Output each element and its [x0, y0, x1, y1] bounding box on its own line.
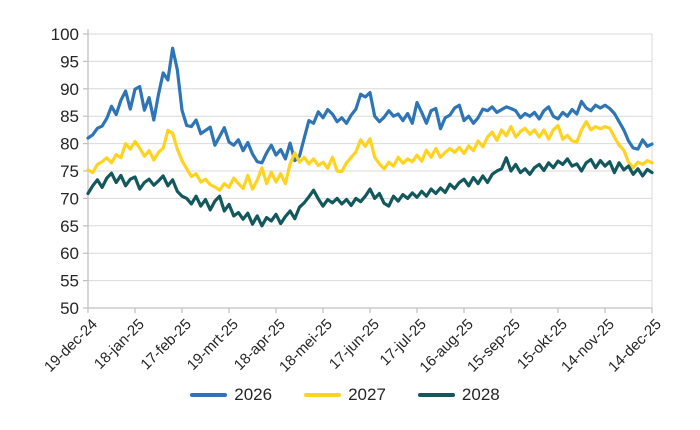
chart-legend: 2026 2027 2028 [0, 385, 690, 405]
x-axis-label: 17-jun-25 [326, 316, 383, 373]
legend-label-2028: 2028 [461, 385, 500, 404]
legend-swatch-2028 [417, 392, 455, 398]
y-axis-label: 90 [60, 80, 79, 99]
legend-item-2028: 2028 [417, 385, 500, 405]
legend-item-2027: 2027 [304, 385, 386, 405]
series-line-2027 [86, 120, 654, 192]
legend-swatch-2026 [190, 392, 228, 398]
y-axis-label: 75 [60, 162, 79, 181]
legend-swatch-2027 [304, 392, 342, 398]
y-axis-label: 80 [60, 135, 79, 154]
y-axis-label: 65 [60, 217, 79, 236]
y-axis-label: 55 [60, 272, 79, 291]
x-axis-label: 19-dec-24 [41, 316, 101, 376]
legend-label-2027: 2027 [348, 385, 386, 404]
series-line-2028 [86, 156, 654, 228]
legend-item-2026: 2026 [190, 385, 272, 405]
series-line-2026 [86, 46, 654, 165]
y-axis-label: 70 [60, 189, 79, 208]
legend-label-2026: 2026 [234, 385, 273, 404]
y-axis-label: 50 [60, 299, 79, 318]
y-axis-label: 100 [51, 25, 79, 44]
y-axis-label: 60 [60, 244, 79, 263]
y-axis-label: 95 [60, 52, 79, 71]
y-axis-label: 85 [60, 107, 79, 126]
